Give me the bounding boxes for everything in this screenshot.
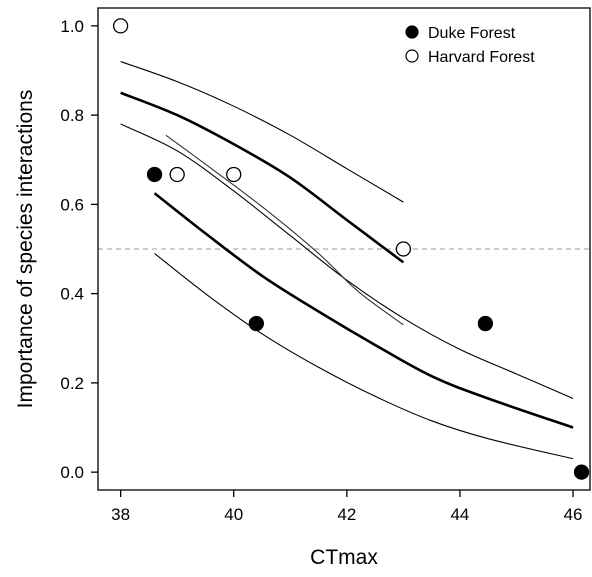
x-tick-label: 40 xyxy=(224,505,243,524)
y-tick-label: 0.4 xyxy=(60,285,84,304)
duke-forest-lower-ci-line xyxy=(154,253,574,460)
points-layer xyxy=(112,18,590,480)
y-tick-label: 0.2 xyxy=(60,374,84,393)
harvard-forest-lower-ci-line xyxy=(165,134,404,326)
x-tick-label: 38 xyxy=(111,505,130,524)
duke-forest-point xyxy=(573,464,590,480)
legend-marker-harvard-forest xyxy=(405,49,419,63)
duke-forest-point xyxy=(248,315,264,332)
duke-forest-upper-ci-line xyxy=(120,123,574,400)
x-tick-label: 46 xyxy=(564,505,583,524)
harvard-forest-point xyxy=(226,166,242,183)
harvard-forest-point xyxy=(395,241,412,257)
plot-frame xyxy=(97,7,591,491)
x-tick-label: 44 xyxy=(450,505,469,524)
y-axis-title: Importance of species interactions xyxy=(14,90,37,409)
harvard-forest-point xyxy=(169,166,185,183)
legend-label-duke-forest: Duke Forest xyxy=(428,25,516,42)
x-tick-label: 42 xyxy=(337,505,356,524)
axes-layer: 38 40 42 44 46 0.0 0.2 0.4 0.6 0.8 1.0 xyxy=(60,7,591,524)
legend-marker-duke-forest xyxy=(405,25,419,39)
duke-forest-fit-line xyxy=(153,192,574,429)
y-tick-label: 0.0 xyxy=(60,463,84,482)
duke-forest-point xyxy=(477,315,494,332)
harvard-forest-point xyxy=(112,18,129,34)
legend: Duke Forest Harvard Forest xyxy=(405,25,535,66)
y-tick-label: 0.6 xyxy=(60,195,84,214)
x-axis-title: CTmax xyxy=(310,546,378,569)
duke-forest-point xyxy=(146,166,163,183)
harvard-forest-upper-ci-line xyxy=(120,61,404,203)
y-tick-label: 1.0 xyxy=(60,17,84,36)
y-tick-label: 0.8 xyxy=(60,106,84,125)
legend-label-harvard-forest: Harvard Forest xyxy=(428,49,535,66)
fit-lines-layer xyxy=(120,61,574,460)
harvard-forest-fit-line xyxy=(120,91,405,264)
